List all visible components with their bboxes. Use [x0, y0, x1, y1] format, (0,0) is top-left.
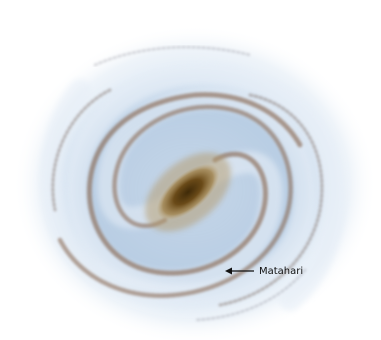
sun-annotation: Matahari	[225, 266, 303, 277]
spiral-arms	[40, 62, 346, 311]
galaxy-bulge	[156, 163, 220, 221]
sun-label: Matahari	[259, 266, 303, 277]
dust-lanes	[51, 45, 324, 322]
arrow-head	[225, 267, 232, 275]
